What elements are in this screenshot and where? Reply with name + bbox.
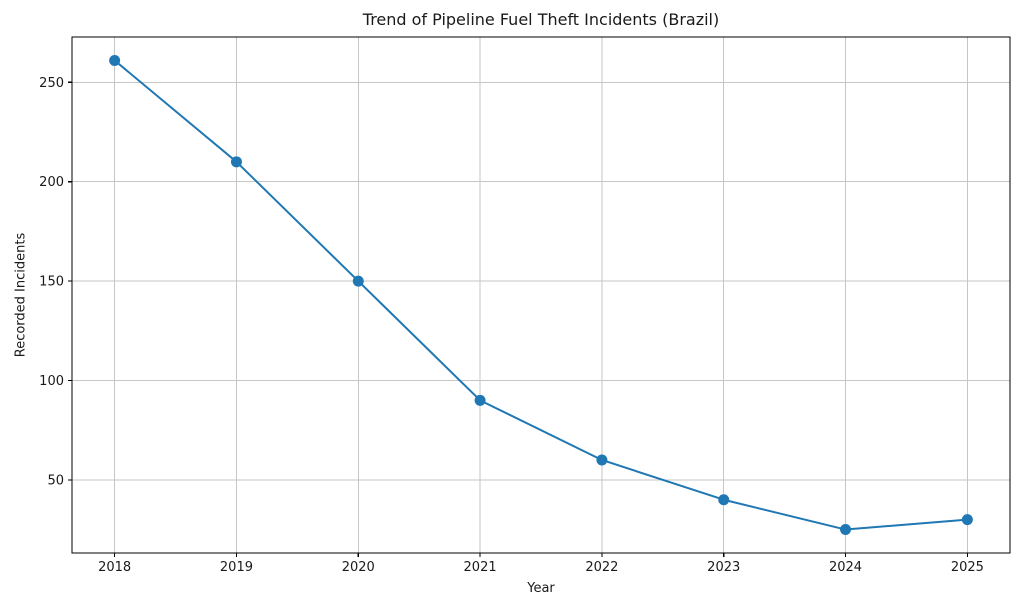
y-tick-label: 100: [39, 374, 64, 389]
data-point-marker: [109, 54, 121, 66]
chart-title: Trend of Pipeline Fuel Theft Incidents (…: [362, 10, 720, 29]
x-axis-label: Year: [527, 581, 555, 596]
data-point-marker: [961, 514, 973, 526]
x-tick-label: 2021: [464, 560, 497, 575]
data-point-marker: [840, 524, 852, 536]
x-tick-label: 2023: [707, 560, 740, 575]
x-tick-label: 2019: [220, 560, 253, 575]
x-tick-label: 2024: [829, 560, 862, 575]
plot-border: [71, 36, 1011, 554]
data-point-marker: [596, 454, 608, 466]
x-tick-label: 2020: [342, 560, 375, 575]
x-tick-label: 2022: [585, 560, 618, 575]
data-point-marker: [718, 494, 730, 506]
y-tick-label: 50: [47, 473, 64, 488]
x-tick-label: 2018: [98, 560, 131, 575]
data-point-marker: [352, 275, 364, 287]
y-tick-label: 150: [39, 275, 64, 290]
x-tick-label: 2025: [951, 560, 984, 575]
y-tick-label: 200: [39, 175, 64, 190]
data-point-marker: [230, 156, 242, 168]
y-tick-label: 250: [39, 76, 64, 91]
data-point-marker: [474, 394, 486, 406]
y-axis-label: Recorded Incidents: [13, 232, 29, 358]
line-series: [113, 59, 969, 531]
